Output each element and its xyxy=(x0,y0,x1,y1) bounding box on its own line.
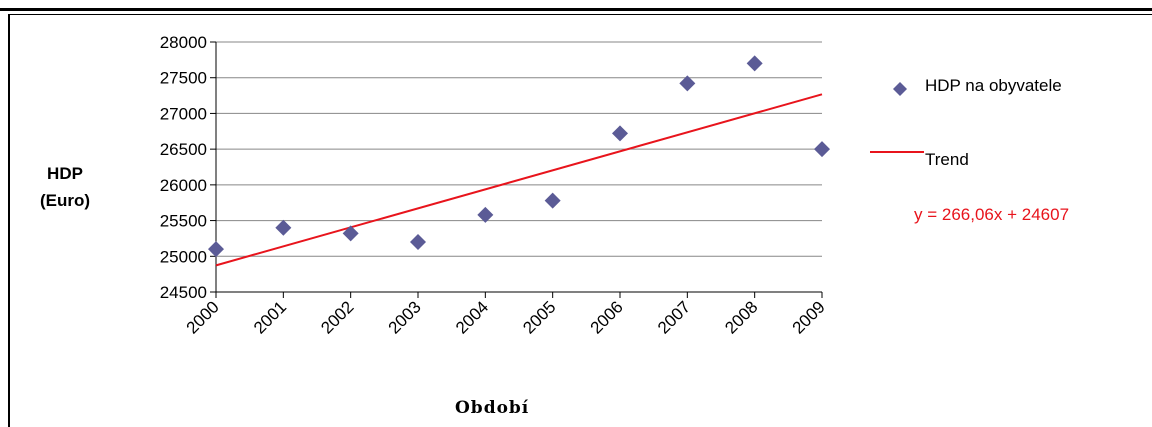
y-tick-label: 27500 xyxy=(160,69,207,88)
data-point-2007 xyxy=(679,75,696,92)
x-tick-label: 2009 xyxy=(789,297,829,337)
y-tick-label: 28000 xyxy=(160,33,207,52)
legend-diamond-icon xyxy=(893,82,907,96)
x-tick-label: 2007 xyxy=(654,297,694,337)
x-tick-label: 2002 xyxy=(317,297,357,337)
data-point-2005 xyxy=(544,192,561,209)
left-border xyxy=(8,14,10,427)
legend-label-trend: Trend xyxy=(925,150,969,169)
trend-line xyxy=(215,93,823,267)
data-point-2002 xyxy=(342,225,359,242)
x-axis-label: Období xyxy=(455,398,530,418)
y-tick-label: 25500 xyxy=(160,212,207,231)
data-point-2000 xyxy=(208,241,224,258)
x-tick-label: 2005 xyxy=(519,297,559,337)
inner-top-border xyxy=(8,14,1152,15)
data-point-2003 xyxy=(410,234,426,250)
data-point-2008 xyxy=(746,55,763,72)
x-tick-label: 2001 xyxy=(250,297,290,337)
data-point-2009 xyxy=(814,141,830,158)
x-tick-label: 2004 xyxy=(452,297,492,337)
x-tick-label: 2000 xyxy=(183,297,223,337)
top-border xyxy=(0,8,1152,11)
y-axis-label: HDP (Euro) xyxy=(26,160,104,214)
data-point-2006 xyxy=(612,125,628,142)
trendline-equation: y = 266,06x + 24607 xyxy=(914,205,1070,224)
y-axis-label-line2: (Euro) xyxy=(39,191,91,210)
x-tick-label: 2008 xyxy=(721,297,761,337)
y-tick-label: 24500 xyxy=(160,283,207,302)
y-tick-label: 25000 xyxy=(160,247,207,266)
legend-line-icon xyxy=(870,151,924,153)
x-tick-label: 2003 xyxy=(385,297,425,337)
data-point-2004 xyxy=(477,206,494,223)
y-axis-label-line1: HDP xyxy=(47,164,83,183)
y-tick-label: 27000 xyxy=(160,104,207,123)
x-tick-label: 2006 xyxy=(587,297,627,337)
y-tick-label: 26000 xyxy=(160,176,207,195)
legend-label-hdp: HDP na obyvatele xyxy=(925,76,1062,95)
y-tick-label: 26500 xyxy=(160,140,207,159)
data-point-2001 xyxy=(275,219,292,236)
